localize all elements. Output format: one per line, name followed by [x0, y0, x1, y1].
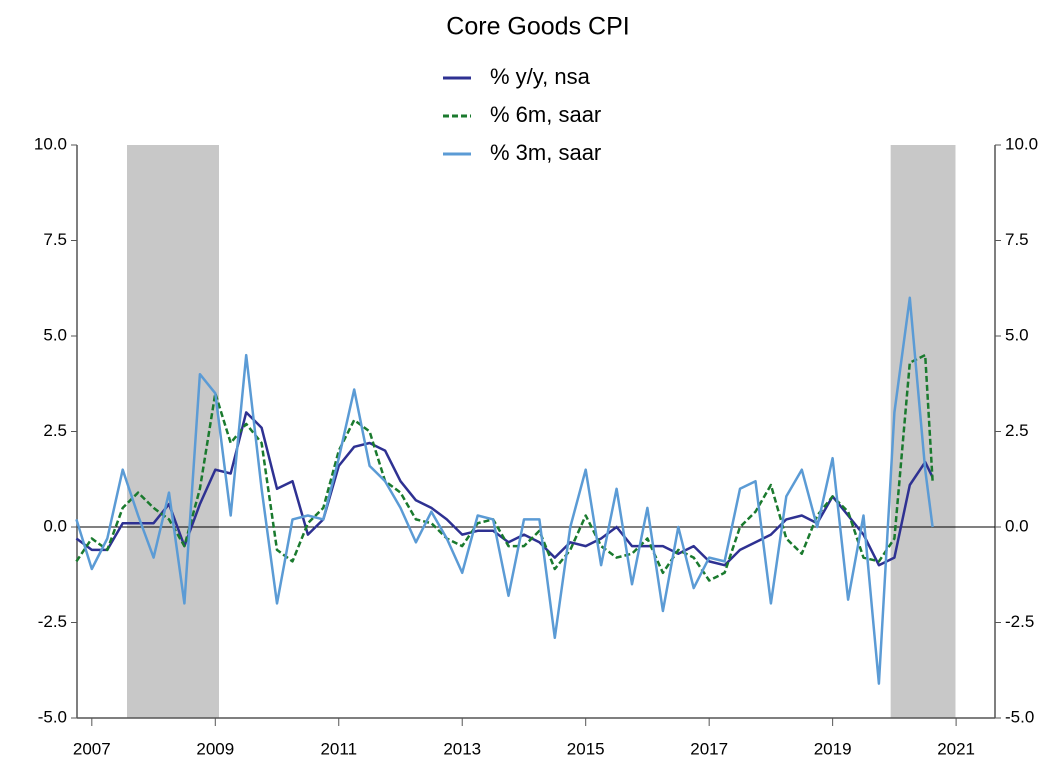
recession-shading — [890, 145, 956, 718]
y-tick-label: 7.5 — [43, 230, 67, 249]
y-tick-label: 5.0 — [43, 325, 67, 344]
y2-tick-label: -2.5 — [1005, 612, 1034, 631]
series-line — [75, 296, 934, 685]
x-tick-label: 2007 — [73, 739, 111, 758]
chart-title: Core Goods CPI — [446, 13, 629, 41]
x-tick-label: 2013 — [443, 739, 481, 758]
y-tick-label: 0.0 — [43, 516, 67, 535]
legend-label: % 3m, saar — [490, 140, 601, 165]
y2-tick-label: -5.0 — [1005, 707, 1034, 726]
x-tick-label: 2021 — [937, 739, 975, 758]
series-line — [75, 411, 934, 567]
y2-tick-label: 7.5 — [1005, 230, 1029, 249]
x-tick-label: 2017 — [690, 739, 728, 758]
y2-tick-label: 2.5 — [1005, 421, 1029, 440]
recession-shading — [127, 145, 219, 718]
series-line — [75, 353, 934, 582]
y2-tick-label: 0.0 — [1005, 516, 1029, 535]
y-tick-label: 10.0 — [34, 134, 67, 153]
y-tick-label: -2.5 — [38, 612, 67, 631]
x-tick-label: 2019 — [814, 739, 852, 758]
x-tick-label: 2015 — [567, 739, 605, 758]
legend-label: % 6m, saar — [490, 102, 601, 127]
y-tick-label: 2.5 — [43, 421, 67, 440]
x-tick-label: 2011 — [320, 739, 357, 758]
legend-label: % y/y, nsa — [490, 64, 591, 89]
x-tick-label: 2009 — [196, 739, 234, 758]
y-tick-label: -5.0 — [38, 707, 67, 726]
y2-tick-label: 5.0 — [1005, 325, 1029, 344]
y2-tick-label: 10.0 — [1005, 134, 1038, 153]
